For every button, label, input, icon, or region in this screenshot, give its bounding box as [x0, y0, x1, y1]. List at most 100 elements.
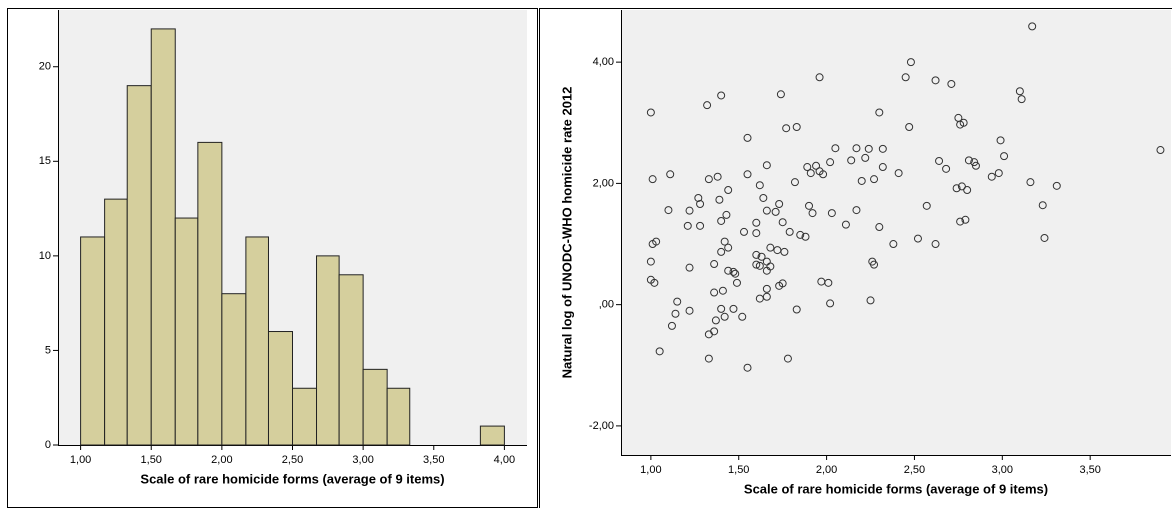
- point: [970, 158, 979, 167]
- bar: [386, 387, 411, 446]
- point: [1038, 201, 1047, 210]
- point: [759, 193, 768, 202]
- point: [717, 216, 726, 225]
- point: [931, 76, 940, 85]
- point: [906, 58, 915, 67]
- point: [947, 79, 956, 88]
- point: [852, 144, 861, 153]
- point: [752, 229, 761, 238]
- point: [870, 175, 879, 184]
- point: [646, 257, 655, 266]
- point: [1028, 22, 1037, 31]
- point: [771, 207, 780, 216]
- point: [704, 354, 713, 363]
- point: [685, 263, 694, 272]
- x-tick-label: 2,00: [211, 454, 232, 466]
- point: [710, 260, 719, 269]
- point: [650, 278, 659, 287]
- point: [805, 201, 814, 210]
- point: [952, 184, 961, 193]
- point: [847, 156, 856, 165]
- point: [913, 234, 922, 243]
- point: [755, 294, 764, 303]
- bar: [150, 28, 176, 446]
- y-axis-title: Natural log of UNODC-WHO homicide rate 2…: [559, 87, 574, 379]
- point: [826, 158, 835, 167]
- point: [762, 266, 771, 275]
- point: [738, 312, 747, 321]
- point: [696, 221, 705, 230]
- point: [724, 243, 733, 252]
- point: [646, 108, 655, 117]
- x-tick-label: 3,50: [423, 454, 444, 466]
- point: [743, 363, 752, 372]
- point: [957, 182, 966, 191]
- point: [827, 209, 836, 218]
- point: [711, 316, 720, 325]
- point: [864, 144, 873, 153]
- bar: [362, 368, 388, 446]
- y-tick-label: 2,00: [593, 177, 614, 189]
- point: [963, 186, 972, 195]
- x-tick-label: 1,50: [728, 464, 749, 476]
- point: [812, 161, 821, 170]
- point: [694, 193, 703, 202]
- point: [901, 73, 910, 82]
- y-tick-label: 20: [39, 61, 51, 73]
- point: [743, 133, 752, 142]
- point: [971, 161, 980, 170]
- point: [935, 156, 944, 165]
- point: [752, 250, 761, 259]
- x-tick-label: 3,00: [992, 464, 1013, 476]
- x-tick-label: 2,50: [282, 454, 303, 466]
- point: [718, 286, 727, 295]
- point: [956, 120, 965, 129]
- point: [792, 305, 801, 314]
- point: [755, 181, 764, 190]
- point: [894, 169, 903, 178]
- point: [1052, 181, 1061, 190]
- point: [729, 304, 738, 313]
- point: [722, 210, 731, 219]
- bar: [245, 236, 269, 446]
- point: [875, 108, 884, 117]
- x-axis-title: Scale of rare homicide forms (average of…: [140, 471, 444, 486]
- point: [870, 260, 879, 269]
- point: [724, 266, 733, 275]
- point: [782, 124, 791, 133]
- y-tick-label: 10: [39, 250, 51, 262]
- point: [683, 221, 692, 230]
- bar: [479, 425, 505, 446]
- bar: [316, 255, 340, 446]
- plot-area: [621, 10, 1171, 455]
- point: [717, 247, 726, 256]
- point: [667, 321, 676, 330]
- point: [866, 296, 875, 305]
- point: [724, 186, 733, 195]
- point: [889, 240, 898, 249]
- point: [685, 306, 694, 315]
- bar: [292, 387, 318, 446]
- point: [857, 176, 866, 185]
- bar: [338, 274, 364, 446]
- point: [729, 267, 738, 276]
- point: [752, 218, 761, 227]
- point: [801, 232, 810, 241]
- point: [713, 172, 722, 181]
- bar: [267, 331, 294, 446]
- point: [720, 312, 729, 321]
- point: [931, 240, 940, 249]
- point: [715, 195, 724, 204]
- point: [996, 136, 1005, 145]
- point: [732, 278, 741, 287]
- point: [1017, 95, 1026, 104]
- point: [766, 243, 775, 252]
- point: [703, 101, 712, 110]
- point: [664, 206, 673, 215]
- point: [987, 172, 996, 181]
- point: [673, 297, 682, 306]
- point: [841, 220, 850, 229]
- point: [790, 178, 799, 187]
- x-tick-label: 1,00: [640, 464, 661, 476]
- point: [1000, 152, 1009, 161]
